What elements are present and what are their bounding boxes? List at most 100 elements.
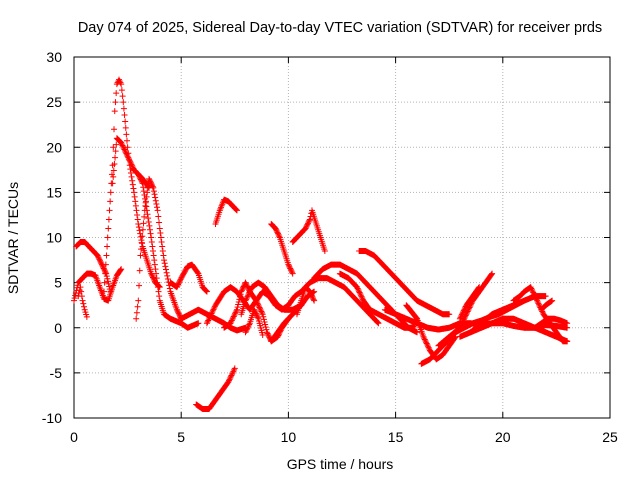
data-point [355, 288, 362, 295]
data-point [233, 306, 240, 313]
data-point [274, 230, 281, 237]
data-point [252, 309, 259, 316]
data-point [124, 153, 131, 160]
data-point [236, 296, 243, 303]
data-point [234, 304, 241, 311]
data-point [101, 279, 108, 286]
data-point [530, 290, 537, 297]
data-point [121, 146, 128, 153]
data-point [77, 284, 84, 291]
series-arc-06 [133, 175, 185, 322]
data-point [157, 229, 164, 236]
data-point [94, 252, 101, 259]
data-point [141, 213, 148, 220]
data-point [409, 324, 416, 331]
data-point [146, 177, 153, 184]
data-point [238, 288, 245, 295]
data-point [142, 198, 149, 205]
data-point [140, 220, 147, 227]
data-point [156, 225, 163, 232]
data-point [422, 337, 429, 344]
y-tick-label: 5 [54, 275, 62, 291]
data-point [71, 295, 78, 302]
data-point [163, 269, 170, 276]
chart-title: Day 074 of 2025, Sidereal Day-to-day VTE… [78, 20, 602, 36]
data-point [306, 217, 313, 224]
data-point [152, 266, 159, 273]
data-point [243, 327, 250, 334]
data-point [260, 313, 267, 320]
data-point [207, 313, 214, 320]
data-point [302, 225, 309, 232]
data-point [110, 173, 117, 180]
data-point [79, 297, 86, 304]
data-point [274, 229, 281, 236]
data-point [123, 150, 130, 157]
data-point [122, 147, 129, 154]
data-point [161, 260, 168, 267]
data-point [97, 258, 104, 265]
data-point [357, 292, 364, 299]
data-point [230, 314, 237, 321]
data-point [303, 222, 310, 229]
data-point [262, 321, 269, 328]
data-point [137, 233, 144, 240]
data-point [128, 161, 135, 168]
data-point [265, 333, 272, 340]
data-point [135, 220, 142, 227]
data-point [148, 239, 155, 246]
data-point [173, 306, 180, 313]
data-point [233, 308, 240, 315]
data-point [243, 280, 250, 287]
data-point [146, 184, 153, 191]
data-point [305, 219, 312, 226]
data-point [106, 207, 113, 214]
data-point [102, 261, 109, 268]
data-point [424, 341, 431, 348]
data-point [242, 279, 249, 286]
data-point [237, 293, 244, 300]
data-point [100, 264, 107, 271]
data-point [146, 226, 153, 233]
data-point [310, 296, 317, 303]
data-point [459, 310, 466, 317]
data-point [458, 311, 465, 318]
data-point [355, 286, 362, 293]
data-point [151, 257, 158, 264]
data-point [122, 149, 129, 156]
data-point [132, 198, 139, 205]
data-point [104, 275, 111, 282]
data-point [113, 141, 120, 148]
data-point [461, 306, 468, 313]
data-point [100, 265, 107, 272]
data-point [176, 278, 183, 285]
data-point [164, 272, 171, 279]
data-point [157, 234, 164, 241]
data-point [476, 284, 483, 291]
data-point [148, 234, 155, 241]
data-point [420, 333, 427, 340]
data-point [232, 309, 239, 316]
data-point [458, 322, 465, 329]
data-point [208, 310, 215, 317]
data-point [305, 220, 312, 227]
data-point [232, 310, 239, 317]
series-arc-10 [193, 365, 238, 412]
data-point [162, 266, 169, 273]
data-point [242, 329, 249, 336]
data-point [156, 283, 163, 290]
data-point [424, 343, 431, 350]
data-point [128, 173, 135, 180]
data-point [229, 316, 236, 323]
data-point [125, 155, 132, 162]
data-point [446, 311, 453, 318]
data-point [111, 108, 118, 115]
data-point [153, 275, 160, 282]
data-point [289, 270, 296, 277]
data-point [257, 307, 264, 314]
y-tick-label: 30 [46, 49, 62, 65]
series-arc-17 [268, 220, 296, 277]
data-point [148, 271, 155, 278]
data-point [112, 99, 119, 106]
y-tick-label: -5 [50, 365, 63, 381]
